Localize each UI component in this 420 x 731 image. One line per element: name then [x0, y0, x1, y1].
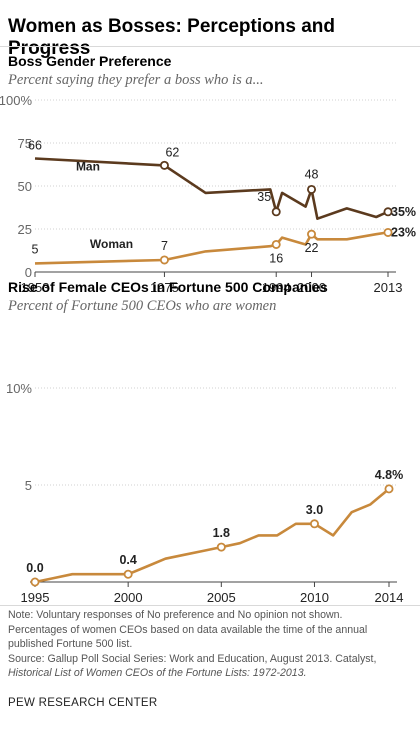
note-line-2: Percentages of women CEOs based on data … [8, 623, 368, 636]
x-tick-label-2: 2005 [207, 590, 236, 605]
series-line-woman [34, 231, 389, 265]
data-point-woman-2013 [383, 227, 393, 237]
series-line-ceo [34, 487, 390, 584]
data-point-ceo-2010 [309, 519, 319, 529]
page-title: Women as Bosses: Perceptions and Progres… [8, 16, 335, 59]
source-title: Historical List of Women CEOs of the For… [8, 667, 307, 679]
y-tick-label-2: 50 [18, 179, 32, 194]
data-label-man-1975: 62 [165, 145, 179, 159]
data-point-man-1975 [159, 160, 169, 170]
y-tick-label-3: 75 [18, 136, 32, 151]
data-label-ceo-2000: 0.4 [119, 553, 136, 567]
data-label-ceo-2010: 3.0 [306, 503, 323, 517]
data-label-man-2000: 48 [305, 167, 319, 181]
y-tick-label-0: 0 [25, 265, 32, 280]
x-tick-label-3: 2000 [297, 280, 326, 295]
data-point-ceo-2005 [216, 542, 226, 552]
female-ceo-chart: 5 10% 1995 2000 2005 2010 2014 0.0 0.4 1.8 3.0 4.8% [6, 381, 404, 605]
x-tick-label-4: 2013 [374, 280, 403, 295]
data-label-woman-2013: 23% [391, 225, 416, 239]
x-tick-label-4: 2014 [375, 590, 404, 605]
data-label-woman-2000: 22 [305, 241, 319, 255]
data-point-man-2013 [383, 207, 393, 217]
footer-divider [0, 605, 420, 606]
data-label-man-2013: 35% [391, 205, 416, 219]
y-tick-label-4: 100% [0, 93, 32, 108]
footer-notes: Note: Voluntary responses of No preferen… [8, 608, 413, 681]
brand-label: PEW RESEARCH CENTER [8, 697, 158, 709]
series-name-label-man: Man [76, 160, 100, 174]
data-label-woman-1975: 7 [161, 239, 168, 253]
data-point-woman-2000 [307, 229, 317, 239]
data-point-ceo-2000 [123, 569, 133, 579]
data-point-man-1994 [271, 207, 281, 217]
y-tick-label-0: 5 [25, 478, 32, 493]
chart-1-title: Boss Gender Preference [8, 53, 172, 69]
y-tick-label-1: 25 [18, 222, 32, 237]
data-point-woman-1994 [271, 239, 281, 249]
x-tick-label-0: 1953 [21, 280, 50, 295]
x-tick-label-2: 1994 [262, 280, 291, 295]
chart-1-caption: Percent saying they prefer a boss who is… [8, 72, 264, 88]
data-label-ceo-2005: 1.8 [213, 526, 230, 540]
x-tick-label-1: 1975 [150, 280, 179, 295]
title-divider [0, 46, 420, 47]
source-line: Source: Gallup Poll Social Series: Work … [8, 652, 377, 665]
chart-2-title: Rise of Female CEOs in Fortune 500 Compa… [8, 279, 328, 295]
x-tick-label-0: 1995 [21, 590, 50, 605]
data-point-ceo-2014 [384, 484, 394, 494]
series-name-label-woman: Woman [90, 237, 133, 251]
data-point-man-2000 [307, 184, 317, 194]
data-label-woman-1994: 16 [269, 251, 283, 265]
data-label-man-1994: 35 [257, 190, 271, 204]
chart-2-caption: Percent of Fortune 500 CEOs who are wome… [8, 298, 277, 314]
series-line-man [34, 157, 389, 220]
data-point-woman-1975 [159, 255, 169, 265]
note-line-3: published Fortune 500 list. [8, 638, 133, 650]
data-point-ceo-1995 [30, 577, 40, 587]
data-label-man-1953: 66 [28, 138, 42, 152]
x-tick-label-3: 2010 [300, 590, 329, 605]
data-label-woman-1953: 5 [32, 242, 39, 256]
y-tick-label-1: 10% [6, 381, 32, 396]
x-tick-label-1: 2000 [114, 590, 143, 605]
data-label-ceo-2014: 4.8% [375, 468, 404, 482]
note-line-1: Note: Voluntary responses of No preferen… [8, 609, 343, 621]
data-label-ceo-1995: 0.0 [26, 561, 43, 575]
